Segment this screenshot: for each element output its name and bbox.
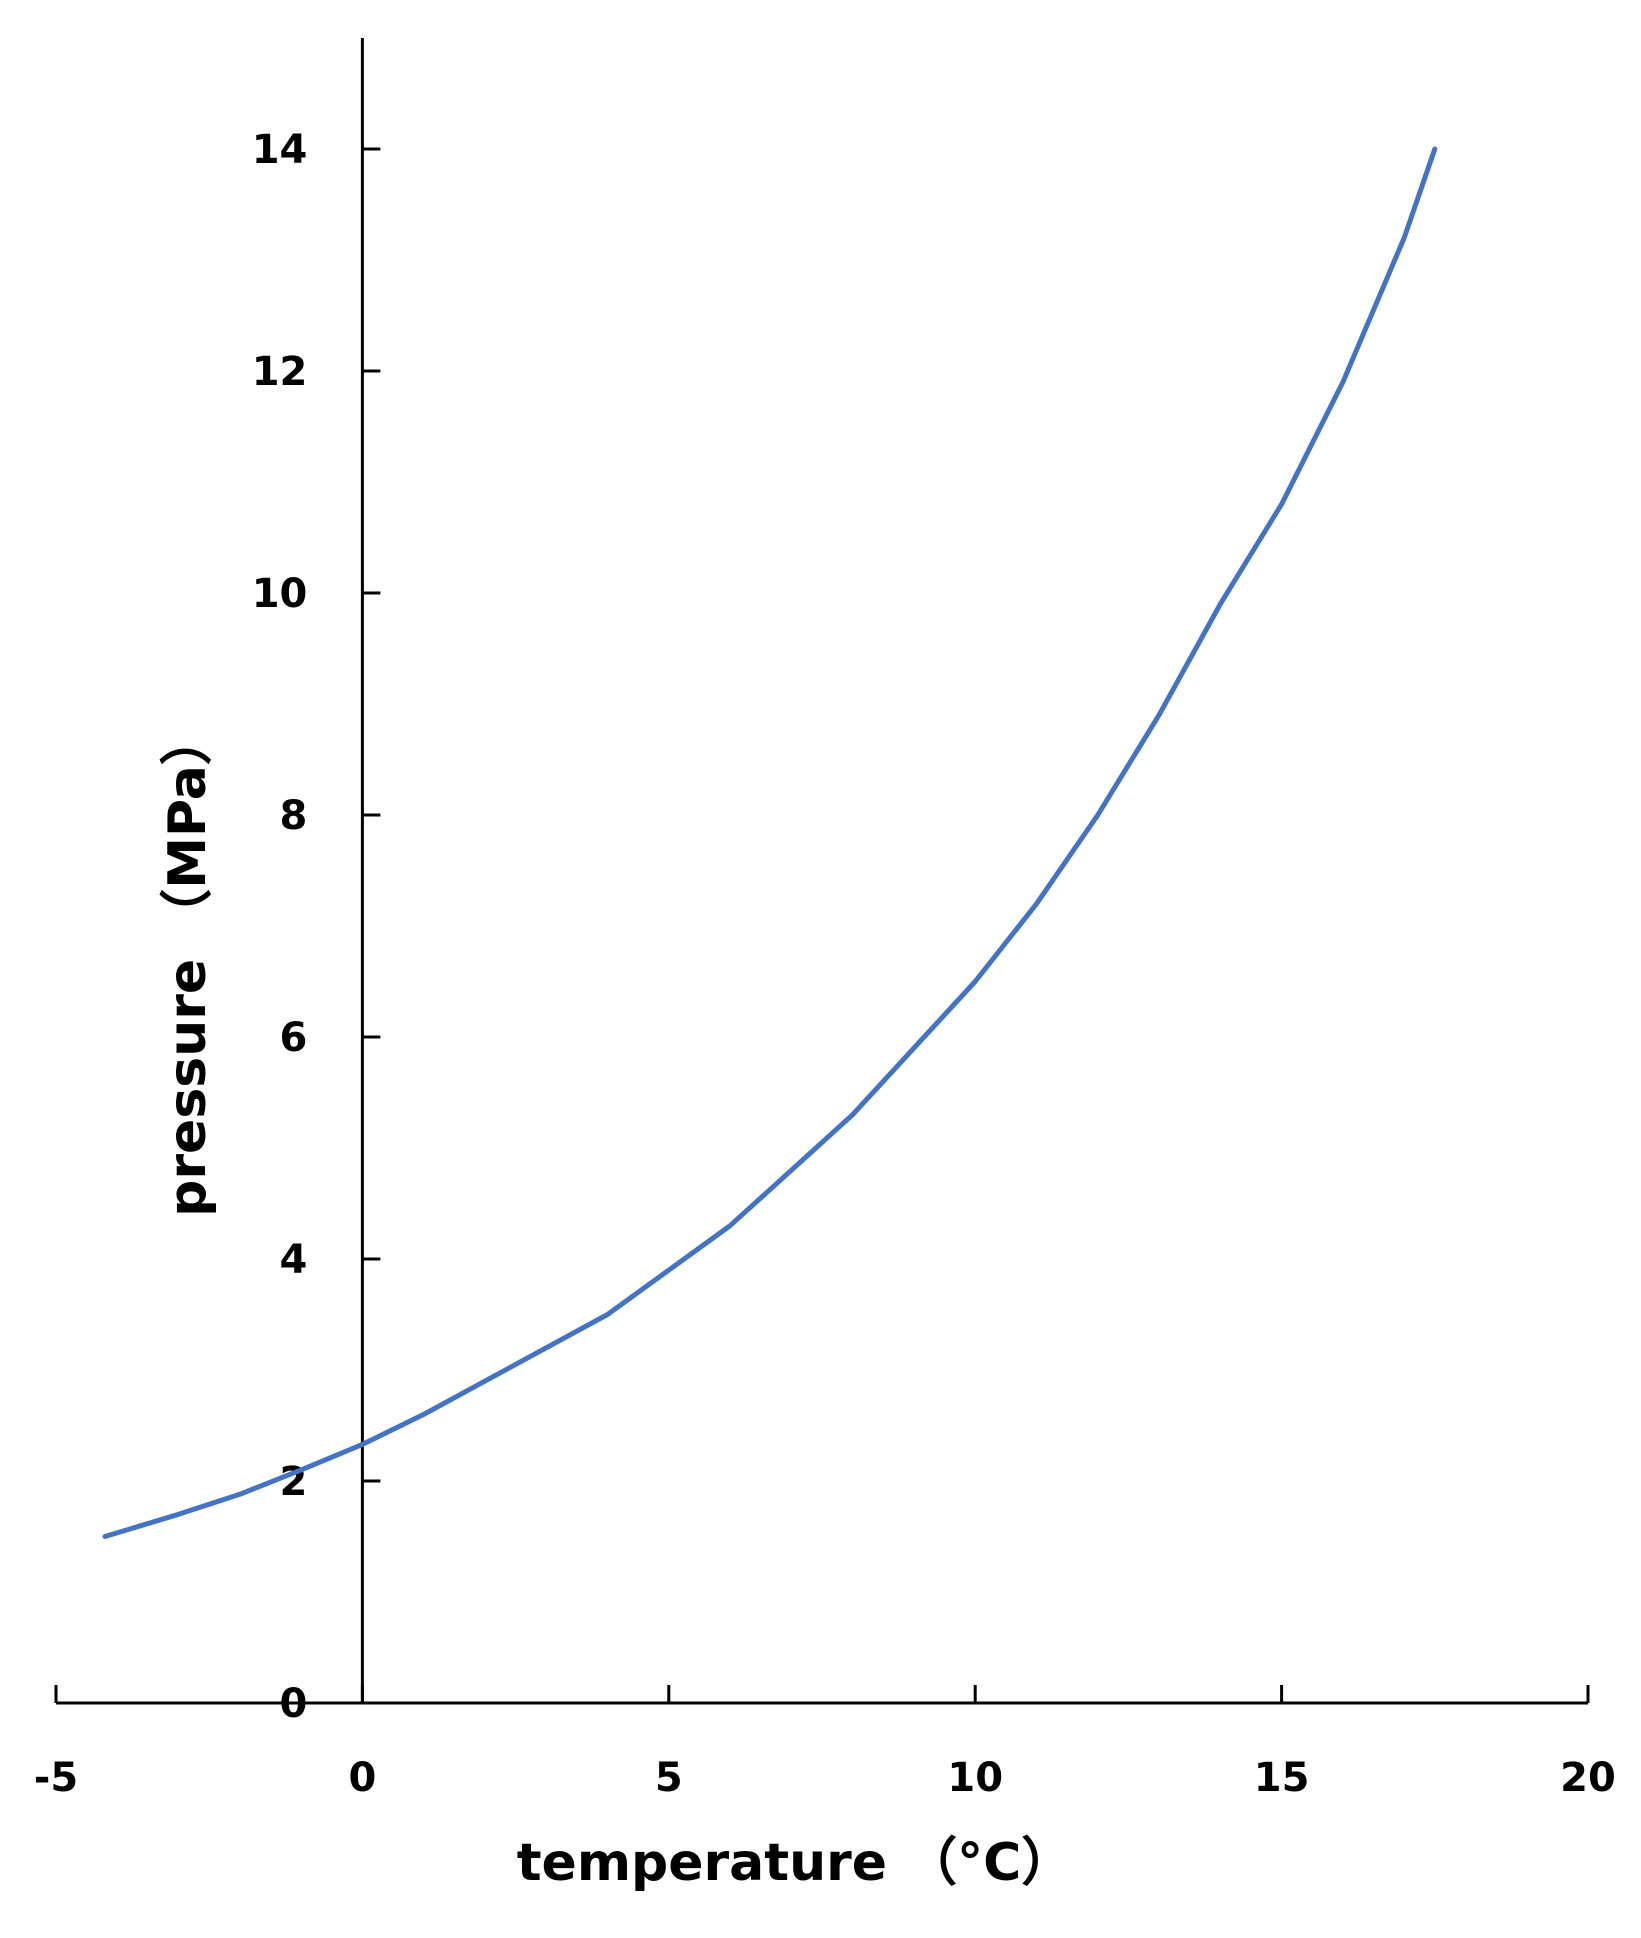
labels-layer: temperature （°C） pressure （MPa） (158, 713, 1073, 1893)
y-tick-label: 10 (252, 571, 308, 617)
y-tick-label: 6 (280, 1015, 308, 1061)
x-tick-label: -5 (34, 1755, 78, 1801)
y-tick-label: 8 (280, 793, 308, 839)
y-tick-label: 4 (280, 1237, 308, 1283)
axes: -5 0 5 10 15 20 0 2 4 6 8 10 12 14 (34, 38, 1616, 1801)
x-tick-label: 5 (655, 1755, 683, 1801)
y-tick-label: 14 (252, 127, 308, 173)
x-tick-label: 10 (947, 1755, 1003, 1801)
x-axis-title: temperature （°C） (517, 1833, 1074, 1893)
x-tick-label: 20 (1560, 1755, 1616, 1801)
y-tick-label: 0 (280, 1681, 308, 1727)
x-tick-label: 15 (1254, 1755, 1310, 1801)
y-tick-label: 2 (280, 1459, 308, 1505)
y-tick-label: 12 (252, 349, 308, 395)
series-line (102, 146, 1438, 1539)
x-tick-label: 0 (348, 1755, 376, 1801)
y-axis-title: pressure （MPa） (158, 713, 218, 1217)
series-layer (102, 146, 1438, 1539)
